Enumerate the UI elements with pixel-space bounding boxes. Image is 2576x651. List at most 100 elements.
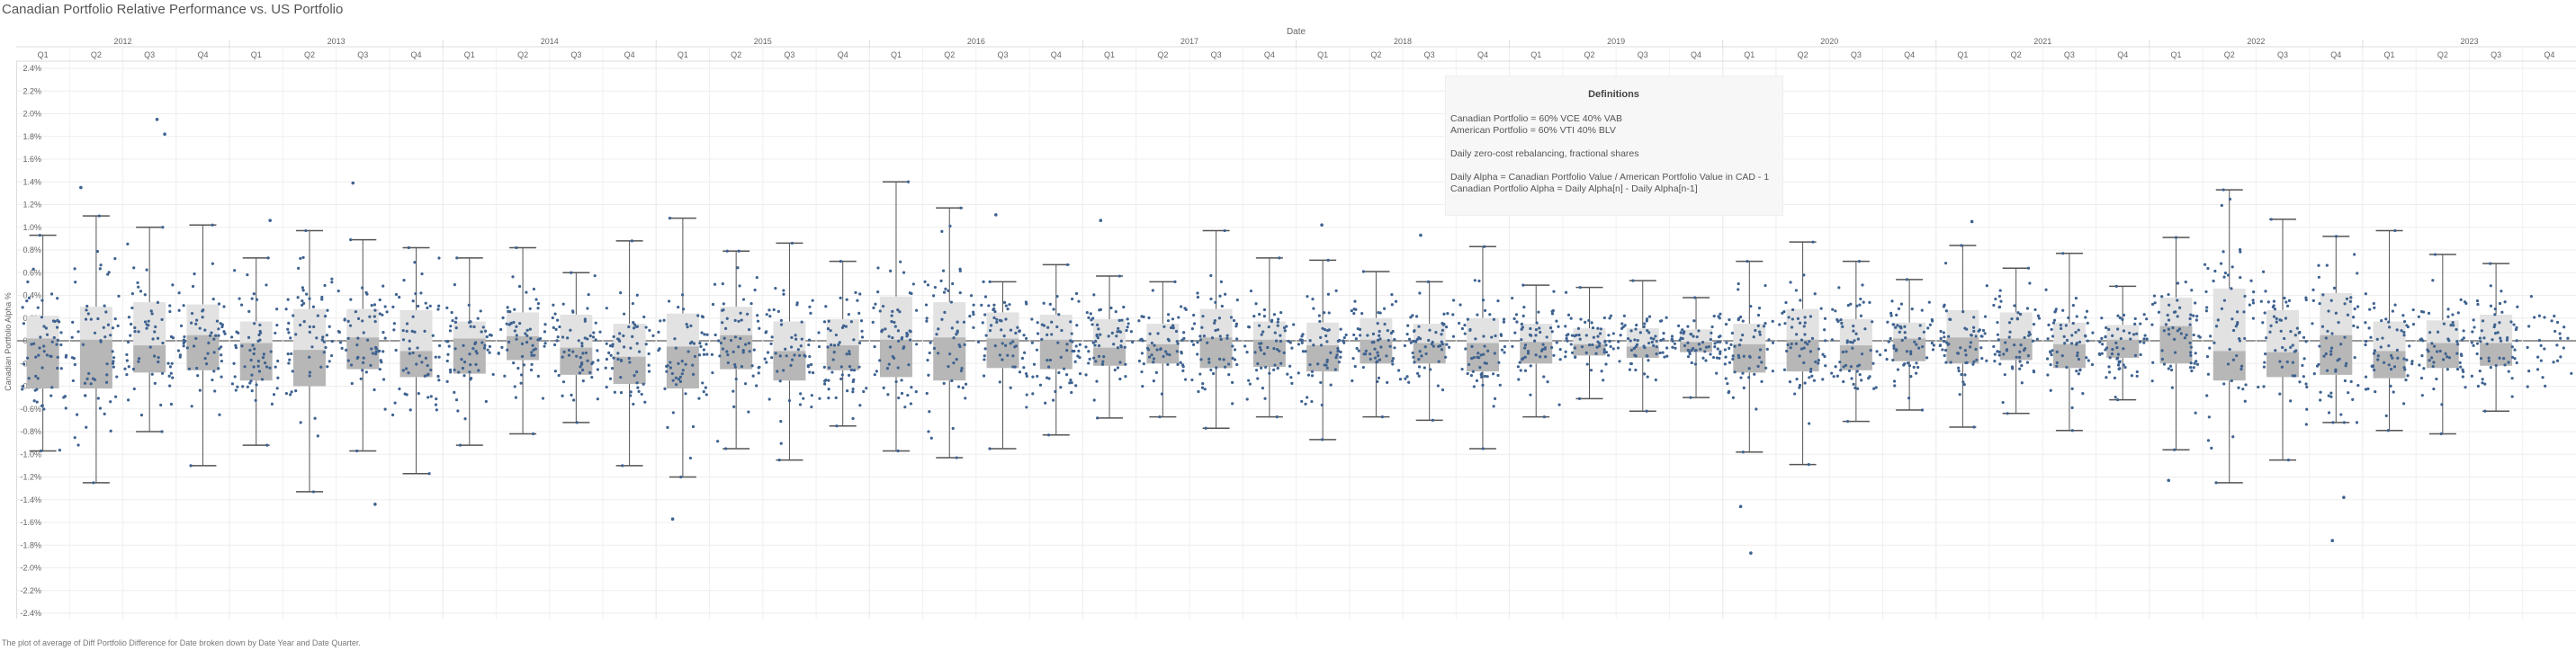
data-point <box>633 374 636 378</box>
data-point <box>30 343 33 346</box>
data-point <box>301 289 305 292</box>
data-point <box>749 302 753 306</box>
data-point <box>2150 302 2155 307</box>
box-lower <box>1413 343 1446 364</box>
data-point <box>1677 324 1681 327</box>
data-point <box>1957 369 1961 373</box>
data-point <box>1707 345 1710 349</box>
data-point <box>738 284 741 288</box>
data-point <box>2222 275 2226 279</box>
data-point <box>383 407 387 411</box>
data-point <box>2119 336 2123 341</box>
data-point <box>113 317 117 321</box>
data-point <box>1557 403 1561 406</box>
data-point <box>722 308 725 312</box>
data-point <box>2436 330 2440 334</box>
data-point <box>476 317 480 320</box>
data-point <box>631 334 634 338</box>
data-point <box>1282 351 1286 354</box>
data-point <box>105 373 109 377</box>
data-point <box>1943 348 1948 352</box>
data-point <box>2114 396 2117 399</box>
data-point <box>85 425 88 429</box>
data-point <box>807 343 811 347</box>
data-point <box>2346 313 2350 317</box>
data-point <box>2334 368 2338 371</box>
data-point <box>1557 325 1560 328</box>
data-point <box>1431 418 1435 422</box>
data-point <box>681 308 686 311</box>
data-point <box>570 271 573 274</box>
data-point <box>688 456 692 460</box>
data-point <box>2403 368 2407 371</box>
data-point <box>350 381 354 386</box>
data-point <box>807 338 812 342</box>
data-point <box>1137 319 1141 323</box>
data-point <box>21 306 24 309</box>
data-point <box>1647 315 1652 318</box>
data-point <box>2269 324 2273 327</box>
data-point <box>531 432 535 436</box>
data-point <box>2499 336 2502 340</box>
data-point <box>1592 335 1595 339</box>
data-point <box>1852 325 1855 328</box>
data-point <box>2025 361 2030 364</box>
data-point <box>1603 340 1607 343</box>
data-point <box>248 348 252 352</box>
data-point <box>2051 334 2055 338</box>
data-point <box>2375 337 2379 341</box>
data-point <box>2070 387 2074 390</box>
data-point <box>1737 288 1740 291</box>
data-point <box>323 283 327 288</box>
box-upper <box>1999 312 2033 339</box>
data-point <box>960 367 964 370</box>
data-point <box>1730 331 1735 335</box>
data-point <box>1394 299 1398 303</box>
data-point <box>1077 349 1081 352</box>
data-point <box>2216 318 2220 322</box>
data-point <box>182 338 186 342</box>
data-point <box>405 329 408 333</box>
data-point <box>2456 343 2460 346</box>
data-point <box>732 350 735 353</box>
data-point <box>2192 333 2195 337</box>
data-point <box>2123 365 2127 370</box>
data-point <box>2353 355 2356 360</box>
data-point <box>729 338 733 343</box>
data-point <box>1856 337 1860 341</box>
data-point <box>217 334 220 337</box>
year-label: 2017 <box>1180 37 1198 46</box>
data-point <box>506 348 509 352</box>
data-point <box>903 406 907 409</box>
data-point <box>1983 315 1988 318</box>
data-point <box>1131 340 1135 344</box>
data-point <box>888 345 893 349</box>
data-point <box>2145 337 2149 341</box>
data-point <box>258 338 262 342</box>
data-point <box>832 351 836 354</box>
box-upper <box>1520 324 1553 343</box>
data-point <box>337 330 341 334</box>
data-point <box>1549 345 1554 350</box>
data-point <box>1939 336 1943 341</box>
data-point <box>2274 349 2277 352</box>
data-point <box>2493 323 2497 326</box>
data-point <box>902 345 906 349</box>
data-point <box>1697 329 1701 333</box>
data-point <box>1273 363 1277 367</box>
data-point <box>598 330 602 334</box>
data-point <box>1733 344 1737 348</box>
data-point <box>2050 352 2053 357</box>
data-point <box>876 266 880 270</box>
data-point <box>1665 316 1668 319</box>
data-point <box>896 329 901 333</box>
data-point <box>597 359 600 362</box>
data-point <box>2322 354 2326 358</box>
data-point <box>160 430 164 433</box>
data-point <box>42 407 46 411</box>
data-point <box>2172 337 2177 341</box>
data-point <box>355 356 359 361</box>
quarter-label: Q4 <box>1051 50 1062 59</box>
data-point <box>2555 359 2560 362</box>
data-point <box>1737 281 1740 286</box>
